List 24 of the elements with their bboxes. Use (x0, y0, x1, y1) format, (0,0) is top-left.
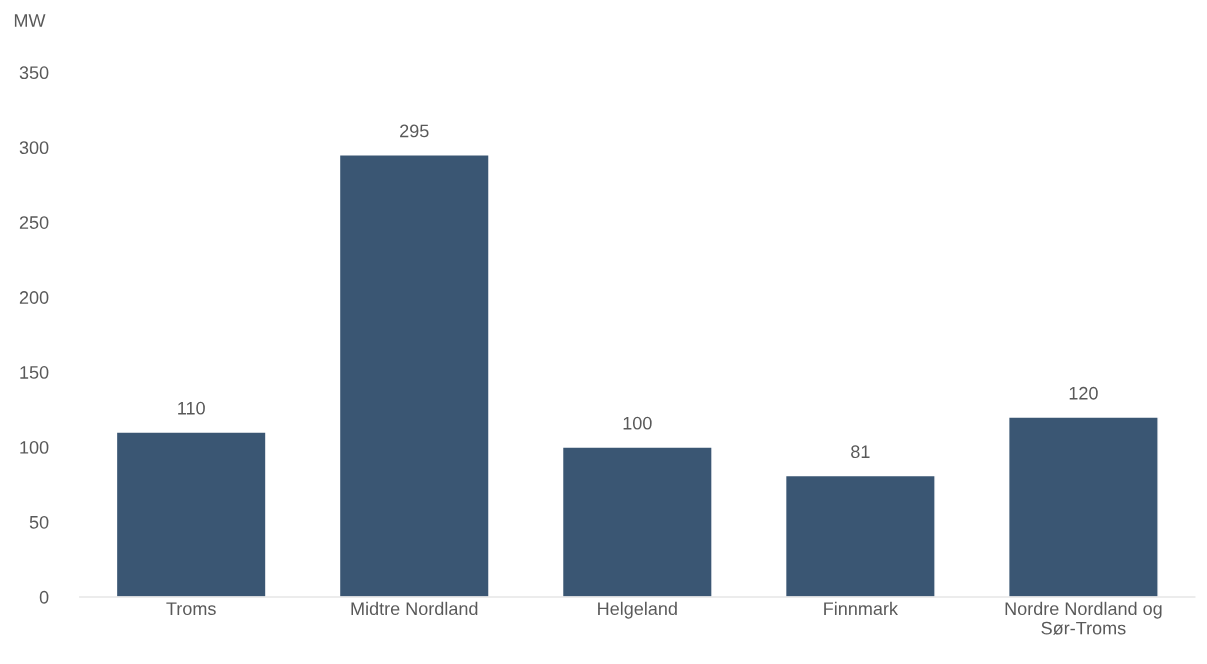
y-tick-label: 200 (19, 291, 49, 304)
y-tick-label: 250 (19, 216, 49, 229)
y-tick-label: 50 (29, 515, 49, 529)
data-label: 100 (623, 416, 652, 430)
y-tick-label: 350 (19, 66, 49, 80)
data-label: 295 (400, 124, 429, 138)
data-label: 110 (178, 401, 205, 415)
x-tick-label: Helgeland (598, 601, 677, 619)
y-axis-title: MW (14, 14, 46, 27)
bar (784, 474, 936, 597)
bar (338, 154, 490, 597)
bar (1007, 416, 1159, 597)
data-label: 120 (1069, 386, 1098, 400)
data-label: 81 (851, 445, 870, 459)
x-tick-label: Finnmark (824, 601, 898, 616)
x-tick-label: Midtre Nordland (351, 601, 478, 616)
y-tick-label: 150 (20, 366, 49, 379)
y-tick-label: 100 (20, 441, 49, 454)
y-tick-label: 0 (39, 590, 49, 604)
y-tick-label: 300 (19, 141, 49, 155)
bar (561, 446, 713, 597)
bar (115, 431, 267, 597)
x-tick-label: Nordre Nordland og Sør-Troms (1005, 601, 1162, 635)
x-tick-label: Troms (166, 602, 216, 616)
